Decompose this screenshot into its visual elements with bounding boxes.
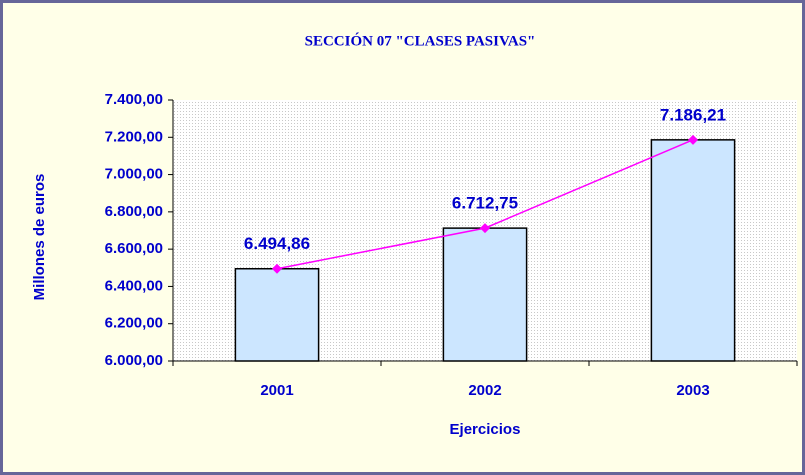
y-tick-label: 6.600,00 [105, 240, 163, 257]
bar [650, 139, 736, 362]
marker [272, 263, 282, 274]
y-axis-label: Millones de euros [31, 174, 48, 301]
y-tick-label: 7.400,00 [105, 91, 163, 108]
x-tick-label: 2003 [676, 382, 709, 399]
y-tick-label: 7.000,00 [105, 166, 163, 183]
x-tick-label: 2001 [260, 382, 293, 399]
y-tick-label: 6.200,00 [105, 315, 163, 332]
y-tick-label: 7.200,00 [105, 128, 163, 145]
marker [688, 134, 698, 145]
bar [234, 267, 320, 362]
bar [442, 227, 528, 362]
chart-title: SECCIÓN 07 "CLASES PASIVAS" [305, 32, 536, 49]
x-tick-label: 2002 [468, 382, 501, 399]
value-label: 7.186,21 [660, 105, 726, 124]
y-tick-label: 6.800,00 [105, 203, 163, 220]
value-label: 6.712,75 [452, 194, 518, 213]
y-tick-label: 6.000,00 [105, 352, 163, 369]
value-label: 6.494,86 [244, 234, 310, 253]
x-axis-label: Ejercicios [450, 421, 521, 438]
marker [480, 223, 490, 234]
y-tick-label: 6.400,00 [105, 277, 163, 294]
